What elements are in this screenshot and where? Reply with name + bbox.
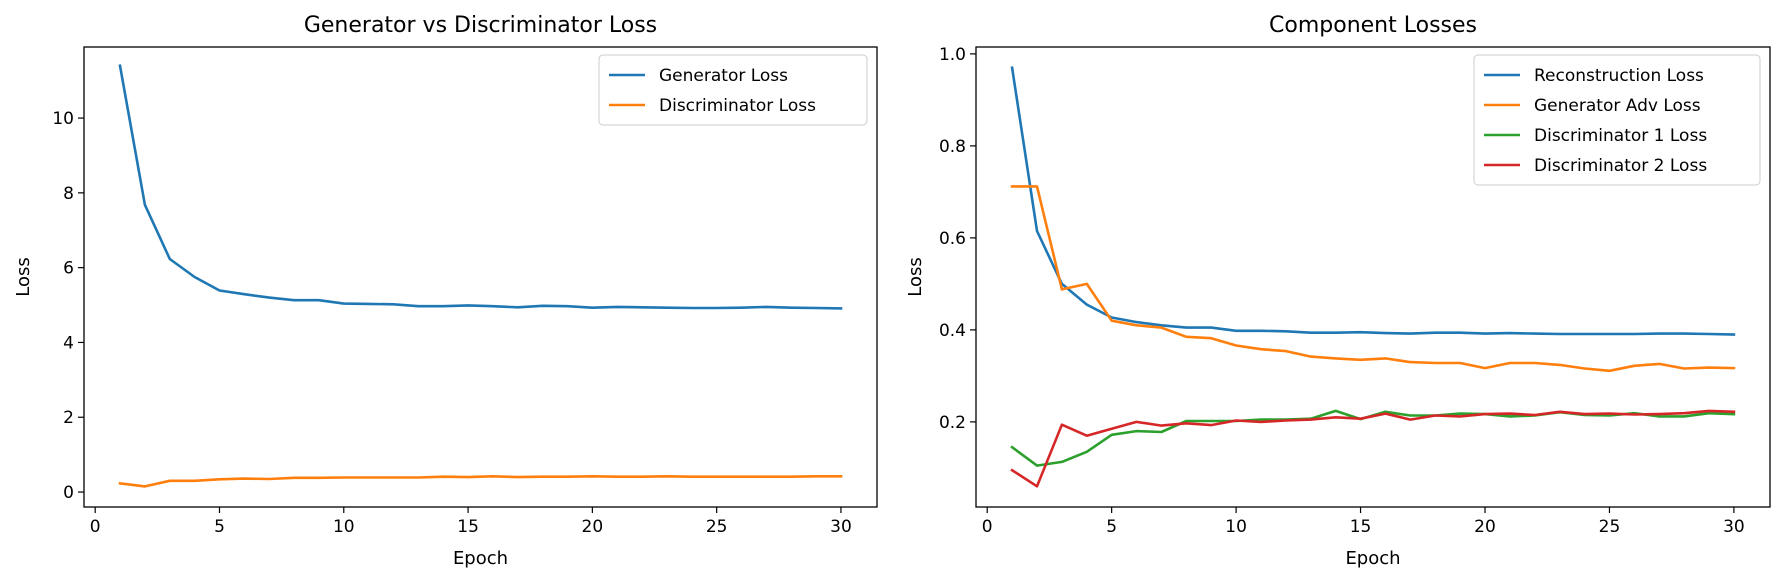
x-tick-label: 20 (582, 517, 604, 537)
legend-box (598, 54, 868, 126)
x-tick-label: 25 (706, 517, 728, 537)
y-tick-label: 0.2 (939, 413, 966, 433)
x-tick-label: 15 (457, 517, 479, 537)
legend-label: Generator Adv Loss (1534, 96, 1701, 116)
x-axis-label: Epoch (453, 548, 508, 569)
axes-frame (975, 46, 1771, 508)
y-tick-label: 0.8 (939, 137, 966, 157)
chart-title: Component Losses (1269, 13, 1477, 38)
y-axis-label: Loss (905, 257, 926, 296)
y-tick-label: 0.6 (939, 229, 966, 249)
y-tick-label: 1.0 (939, 45, 966, 65)
y-axis-label: Loss (13, 257, 34, 296)
y-tick-label: 6 (63, 259, 74, 279)
chart-title: Generator vs Discriminator Loss (304, 13, 657, 38)
x-tick-label: 20 (1474, 517, 1496, 537)
x-tick-label: 5 (214, 517, 225, 537)
y-tick-label: 0 (63, 483, 74, 503)
series-line-1 (1010, 185, 1736, 373)
series-line-3 (1010, 409, 1736, 488)
x-axis-label: Epoch (1345, 548, 1400, 569)
series-line-1 (118, 474, 843, 488)
axes-frame (83, 46, 878, 508)
x-tick-label: 0 (90, 517, 101, 537)
x-tick-label: 15 (1350, 517, 1372, 537)
legend-label: Discriminator 2 Loss (1534, 156, 1707, 176)
x-tick-label: 0 (982, 517, 993, 537)
y-tick-label: 10 (52, 109, 74, 129)
x-tick-label: 30 (830, 517, 852, 537)
x-tick-label: 5 (1106, 517, 1117, 537)
legend-label: Discriminator Loss (659, 96, 816, 116)
series-line-0 (1010, 66, 1736, 336)
y-tick-label: 0.4 (939, 321, 966, 341)
chart-component-losses: Component Losses 0 5 10 15 20 25 30 0.2 0.4 0.6 0.8… (905, 13, 1771, 569)
legend-label: Discriminator 1 Loss (1534, 126, 1707, 146)
series-line-0 (118, 64, 843, 310)
series-line-2 (1010, 409, 1736, 467)
x-tick-label: 10 (333, 517, 355, 537)
x-tick-label: 25 (1599, 517, 1621, 537)
legend-label: Generator Loss (659, 66, 788, 86)
x-tick-label: 30 (1723, 517, 1745, 537)
legend-box (1473, 54, 1761, 186)
y-tick-label: 2 (63, 408, 74, 428)
legend-label: Reconstruction Loss (1534, 66, 1704, 86)
y-tick-label: 4 (63, 333, 74, 353)
y-tick-label: 8 (63, 184, 74, 204)
x-tick-label: 10 (1225, 517, 1247, 537)
